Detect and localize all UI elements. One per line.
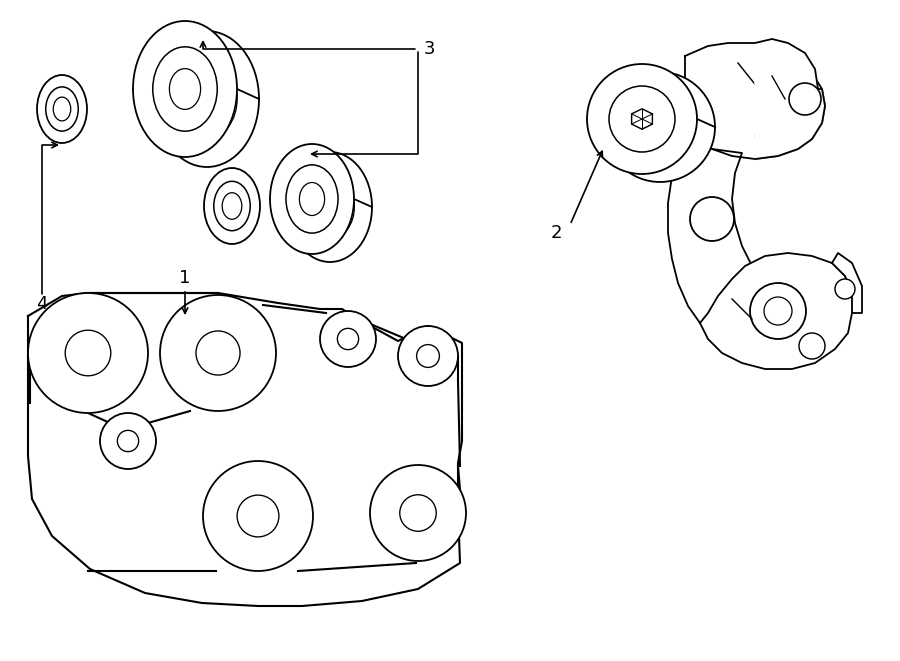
Text: 1: 1 — [179, 269, 191, 287]
Polygon shape — [685, 43, 825, 159]
Ellipse shape — [155, 31, 259, 167]
Circle shape — [784, 89, 812, 117]
Circle shape — [203, 461, 313, 571]
Circle shape — [160, 295, 276, 411]
Circle shape — [398, 326, 458, 386]
Circle shape — [100, 413, 156, 469]
Ellipse shape — [587, 64, 697, 174]
Ellipse shape — [288, 152, 372, 262]
Circle shape — [750, 283, 806, 339]
Polygon shape — [832, 253, 862, 313]
Text: 3: 3 — [424, 40, 436, 58]
Text: 2: 2 — [551, 224, 562, 242]
Circle shape — [835, 279, 855, 299]
Polygon shape — [668, 123, 765, 339]
Polygon shape — [28, 293, 462, 606]
Ellipse shape — [270, 144, 354, 254]
Ellipse shape — [204, 168, 260, 244]
Text: 4: 4 — [36, 295, 48, 313]
Circle shape — [690, 197, 734, 241]
Circle shape — [799, 333, 825, 359]
Polygon shape — [632, 109, 652, 129]
Circle shape — [370, 465, 466, 561]
Circle shape — [320, 311, 376, 367]
Ellipse shape — [133, 21, 237, 157]
Circle shape — [789, 83, 821, 115]
Polygon shape — [755, 39, 825, 159]
Ellipse shape — [37, 75, 87, 143]
Polygon shape — [700, 253, 852, 369]
Circle shape — [28, 293, 148, 413]
Ellipse shape — [605, 72, 715, 182]
